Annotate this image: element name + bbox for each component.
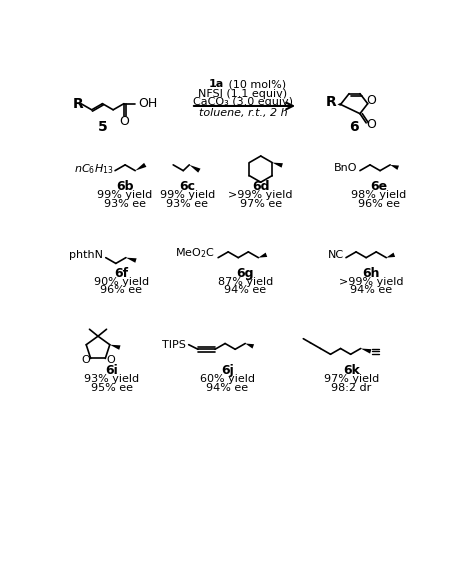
Text: 96% ee: 96% ee <box>100 285 142 295</box>
Text: MeO$_2$C: MeO$_2$C <box>174 246 214 260</box>
Text: 5: 5 <box>98 120 107 134</box>
Polygon shape <box>337 103 341 106</box>
Text: TIPS: TIPS <box>163 340 186 350</box>
Text: 87% yield: 87% yield <box>218 277 273 286</box>
Text: 6f: 6f <box>114 267 128 279</box>
Text: 6d: 6d <box>252 181 270 193</box>
Text: (10 mol%): (10 mol%) <box>225 79 286 89</box>
Text: OH: OH <box>138 97 157 110</box>
Text: 98% yield: 98% yield <box>351 190 406 200</box>
Text: O: O <box>366 118 376 131</box>
Text: 97% yield: 97% yield <box>324 374 379 384</box>
Text: 94% ee: 94% ee <box>350 285 392 295</box>
Text: 96% ee: 96% ee <box>357 199 400 209</box>
Text: 99% yield: 99% yield <box>98 190 153 200</box>
Polygon shape <box>390 165 399 170</box>
Polygon shape <box>258 252 267 258</box>
Text: toluene, r.t., 2 h: toluene, r.t., 2 h <box>199 108 287 118</box>
Text: 95% ee: 95% ee <box>91 383 133 393</box>
Text: 93% ee: 93% ee <box>104 199 146 209</box>
Text: 60% yield: 60% yield <box>200 374 255 384</box>
Text: 6g: 6g <box>237 267 254 279</box>
Polygon shape <box>361 348 372 354</box>
Text: O: O <box>106 355 115 365</box>
Text: O: O <box>81 355 90 365</box>
Text: O: O <box>119 115 129 128</box>
Text: NFSI (1.1 equiv): NFSI (1.1 equiv) <box>198 89 288 99</box>
Text: 6j: 6j <box>221 365 234 377</box>
Text: BnO: BnO <box>334 163 357 172</box>
Polygon shape <box>245 343 254 348</box>
Text: 6: 6 <box>349 120 358 134</box>
Text: 6h: 6h <box>362 267 380 279</box>
Text: CaCO₃ (3.0 equiv): CaCO₃ (3.0 equiv) <box>193 97 293 107</box>
Text: >99% yield: >99% yield <box>228 190 293 200</box>
Text: 6c: 6c <box>179 181 195 193</box>
Text: phthN: phthN <box>69 250 103 259</box>
Text: NC: NC <box>328 250 344 259</box>
Text: 90% yield: 90% yield <box>94 277 149 286</box>
Text: 93% yield: 93% yield <box>84 374 139 384</box>
Polygon shape <box>189 165 201 172</box>
Text: 6b: 6b <box>117 181 134 193</box>
Polygon shape <box>135 163 146 171</box>
Text: R: R <box>73 97 84 110</box>
Text: 99% yield: 99% yield <box>159 190 215 200</box>
Polygon shape <box>110 344 120 350</box>
Polygon shape <box>386 252 395 258</box>
Text: 6e: 6e <box>370 181 387 193</box>
Text: 6k: 6k <box>343 365 360 377</box>
Polygon shape <box>272 163 283 168</box>
Text: 1a: 1a <box>209 79 224 89</box>
Text: 97% ee: 97% ee <box>240 199 282 209</box>
Text: $nC_6H_{13}$: $nC_6H_{13}$ <box>74 162 113 176</box>
Text: >99% yield: >99% yield <box>338 277 403 286</box>
Text: 94% ee: 94% ee <box>206 383 248 393</box>
Text: 93% ee: 93% ee <box>166 199 208 209</box>
Text: 6i: 6i <box>106 365 118 377</box>
Polygon shape <box>126 258 137 263</box>
Text: R: R <box>326 95 337 109</box>
Text: 98:2 dr: 98:2 dr <box>331 383 372 393</box>
Text: O: O <box>366 94 376 107</box>
Text: 94% ee: 94% ee <box>224 285 266 295</box>
